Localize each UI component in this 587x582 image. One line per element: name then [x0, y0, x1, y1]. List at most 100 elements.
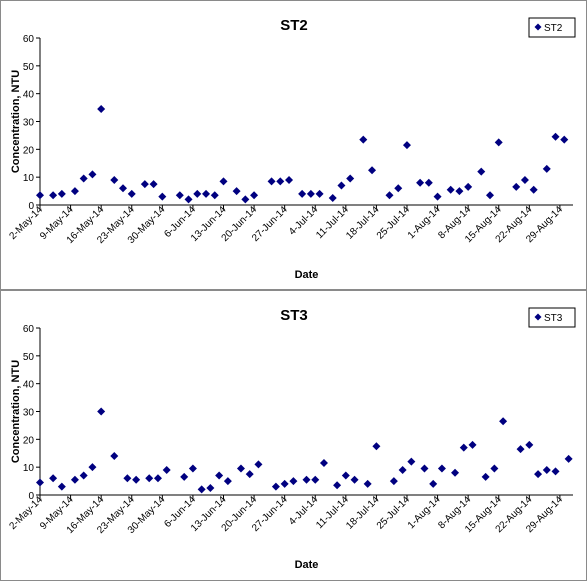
data-point — [232, 187, 241, 196]
y-tick-label: 60 — [23, 34, 35, 45]
data-point — [254, 460, 263, 469]
y-axis-label: Concentration, NTU — [10, 70, 22, 173]
data-point — [424, 178, 433, 187]
data-point — [455, 187, 464, 196]
data-point — [529, 185, 538, 194]
y-tick-label: 50 — [23, 62, 35, 73]
data-point — [525, 440, 534, 449]
x-tick-label: 25-Jul-14 — [375, 204, 413, 242]
legend-marker — [534, 23, 542, 31]
legend-box — [528, 17, 576, 38]
data-point — [429, 479, 438, 488]
data-point — [512, 182, 521, 191]
data-point — [153, 474, 162, 483]
data-point — [451, 468, 460, 477]
data-point — [219, 177, 228, 186]
data-point — [337, 181, 346, 190]
data-point — [49, 474, 58, 483]
data-point — [534, 470, 543, 479]
data-point — [437, 464, 446, 473]
y-tick-label: 40 — [23, 380, 35, 391]
chart-panel-st3: ST3 0 10 20 30 40 50 60 2-May-14 9-May-14 16-May-1… — [0, 290, 587, 581]
data-point — [520, 175, 529, 184]
data-point — [551, 132, 560, 141]
data-point — [389, 477, 398, 486]
y-tick-label: 20 — [23, 145, 35, 156]
data-point — [70, 187, 79, 196]
data-point — [57, 482, 66, 491]
data-point — [446, 185, 455, 194]
data-point — [119, 184, 128, 193]
y-axis-label: Concentration, NTU — [10, 360, 22, 463]
y-tick-label: 40 — [23, 90, 35, 101]
data-point — [132, 475, 141, 484]
data-point — [280, 479, 289, 488]
data-point — [70, 475, 79, 484]
data-point — [407, 457, 416, 466]
data-point — [333, 481, 342, 490]
data-point — [49, 191, 58, 200]
y-tick-label: 10 — [23, 173, 35, 184]
data-point — [202, 189, 211, 198]
data-point — [175, 191, 184, 200]
data-point — [110, 452, 119, 461]
data-point — [123, 474, 132, 483]
data-point — [149, 180, 158, 189]
data-point — [542, 164, 551, 173]
y-tick-label: 60 — [23, 324, 35, 335]
data-point — [363, 479, 372, 488]
data-point — [88, 170, 97, 179]
data-point — [250, 191, 259, 200]
data-point — [184, 195, 193, 204]
data-point — [241, 195, 250, 204]
data-point — [215, 471, 224, 480]
data-point — [36, 478, 44, 487]
data-point — [564, 454, 573, 463]
data-point — [245, 470, 254, 479]
data-point — [210, 191, 219, 200]
data-point — [433, 192, 442, 201]
data-point — [319, 458, 328, 467]
data-point — [180, 472, 189, 481]
data-point — [206, 484, 215, 493]
data-point — [97, 407, 106, 416]
data-point — [490, 464, 499, 473]
data-point — [140, 180, 149, 189]
data-point — [311, 475, 320, 484]
data-point — [97, 104, 106, 113]
data-point — [110, 175, 119, 184]
data-point — [289, 477, 298, 486]
x-axis-label: Date — [295, 269, 319, 281]
data-point — [285, 175, 294, 184]
data-point — [372, 442, 381, 451]
data-point — [477, 167, 486, 176]
data-point — [359, 135, 368, 144]
data-point — [328, 194, 337, 203]
chart-panel-st2: ST2 0 10 20 30 40 50 60 2-May-14 9-May-14 16-May-1… — [0, 0, 587, 290]
data-point — [188, 464, 197, 473]
data-point — [79, 471, 88, 480]
data-point — [350, 475, 359, 484]
legend-marker — [534, 313, 542, 321]
data-point — [516, 445, 525, 454]
y-tick-label: 10 — [23, 463, 35, 474]
chart-title: ST3 — [280, 307, 308, 324]
data-point — [223, 477, 232, 486]
data-point — [57, 189, 66, 198]
data-point — [485, 191, 494, 200]
data-point — [416, 178, 425, 187]
chart-st2: ST201020304050602-May-149-May-1416-May-1… — [7, 17, 576, 281]
data-point — [302, 475, 311, 484]
data-point — [276, 177, 285, 186]
data-point — [315, 189, 324, 198]
legend-label: ST2 — [544, 23, 563, 34]
data-point — [197, 485, 206, 494]
data-point — [420, 464, 429, 473]
data-point — [468, 440, 477, 449]
data-point — [368, 166, 377, 175]
y-tick-label: 0 — [28, 491, 34, 502]
data-point — [464, 182, 473, 191]
data-point — [398, 465, 407, 474]
data-point — [162, 465, 171, 474]
data-point — [88, 463, 97, 472]
